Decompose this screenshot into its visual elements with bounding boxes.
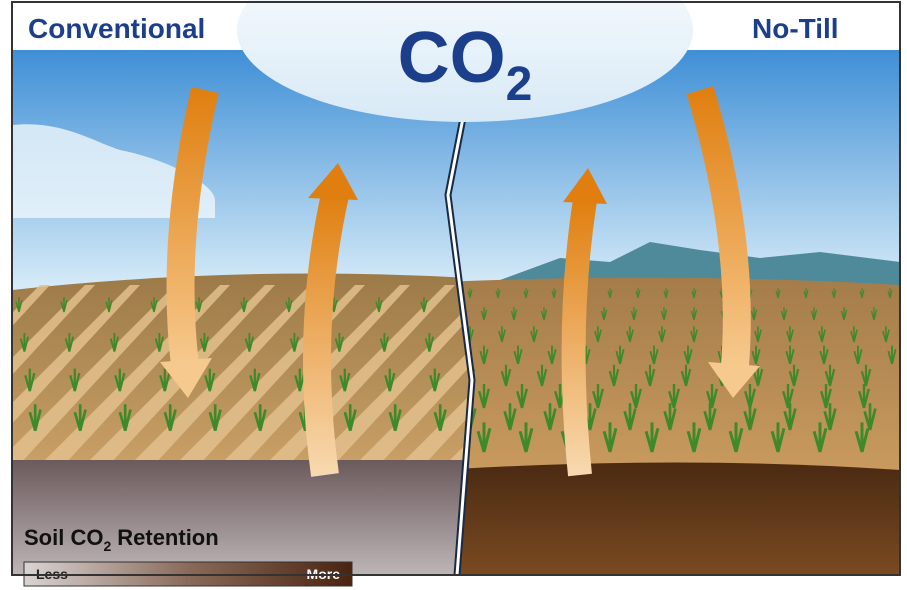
arrow-up xyxy=(574,200,585,475)
legend-title: Soil CO2 Retention xyxy=(24,525,219,554)
panel-title: No-Till xyxy=(752,13,839,44)
no-till-field xyxy=(440,278,900,575)
legend-title-text: Soil CO xyxy=(24,525,103,550)
legend-subscript: 2 xyxy=(103,538,111,554)
soil-layer xyxy=(12,460,472,575)
panel-title: Conventional xyxy=(28,13,205,44)
co2-subscript: 2 xyxy=(506,58,533,111)
diagram: CO2 Conventional No-Till Soil CO2Retenti… xyxy=(0,0,907,590)
legend-title-text: Retention xyxy=(117,525,218,550)
co2-text: CO xyxy=(398,18,506,98)
soil-layer xyxy=(440,463,900,576)
